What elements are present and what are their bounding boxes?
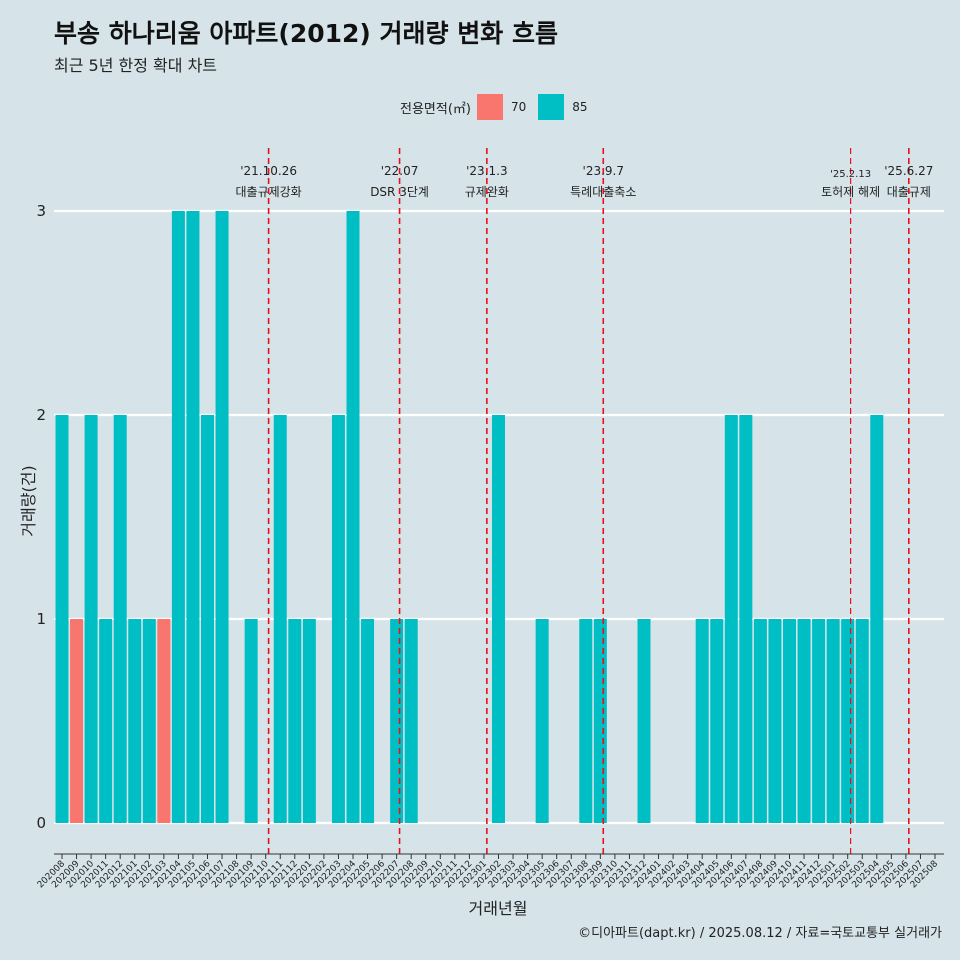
event-date-label: '23.1.3 (466, 164, 507, 178)
bar-85-202102 (142, 619, 156, 823)
event-date-label: '21.10.26 (240, 164, 297, 178)
legend-title: 전용면적(㎡) (400, 101, 471, 117)
event-date-label: '25.6.27 (884, 164, 933, 178)
bar-85-202406 (724, 415, 738, 823)
bar-85-202412 (812, 619, 826, 823)
event-label: 대출규제 (887, 185, 931, 199)
chart-subtitle: 최근 5년 한정 확대 차트 (54, 56, 218, 75)
bar-85-202201 (302, 619, 316, 823)
event-label: 토허제 해제 (821, 185, 880, 199)
bar-85-202205 (361, 619, 375, 823)
bar-85-202501 (826, 619, 840, 823)
bar-85-202408 (753, 619, 767, 823)
y-tick-label: 1 (36, 610, 46, 628)
bar-85-202203 (331, 415, 345, 823)
chart-title: 부송 하나리움 아파트(2012) 거래량 변화 흐름 (54, 19, 558, 48)
bar-85-202207 (390, 619, 404, 823)
bar-85-202504 (870, 415, 884, 823)
bar-85-202112 (288, 619, 302, 823)
event-label: 대출규제강화 (235, 185, 301, 199)
y-tick-label: 2 (36, 406, 46, 424)
event-label: DSR 3단계 (370, 185, 429, 199)
y-axis-title: 거래량(건) (19, 465, 38, 536)
bar-85-202308 (579, 619, 593, 823)
event-date-label: '23.9.7 (583, 164, 624, 178)
event-label: 규제완화 (465, 185, 509, 199)
x-axis-title: 거래년월 (469, 899, 528, 918)
bar-85-202409 (768, 619, 782, 823)
bar-85-202404 (695, 619, 709, 823)
bar-85-202012 (113, 415, 127, 823)
event-date-label: '22.07 (381, 164, 419, 178)
event-date-label: '25.2.13 (830, 169, 871, 180)
bar-85-202204 (346, 211, 360, 823)
bar-85-202410 (783, 619, 796, 823)
event-label: 특례대출축소 (570, 185, 636, 199)
bar-85-202104 (171, 211, 185, 823)
legend-label-85: 85 (572, 100, 588, 114)
legend-swatch-70 (476, 94, 503, 120)
bar-85-202502 (841, 619, 855, 823)
bar-85-202010 (84, 415, 98, 823)
bar-70-202009 (70, 619, 84, 823)
bar-85-202107 (215, 211, 229, 823)
y-tick-label: 3 (36, 202, 46, 220)
bar-85-202111 (273, 415, 287, 823)
bar-85-202312 (637, 619, 651, 823)
legend: 전용면적(㎡) 70 85 (400, 94, 600, 120)
bar-85-202305 (535, 619, 549, 823)
bar-85-202105 (186, 211, 200, 823)
bar-85-202309 (593, 619, 607, 823)
source-caption: ©디아파트(dapt.kr) / 2025.08.12 / 자료=국토교통부 실… (578, 926, 942, 941)
y-tick-label: 0 (36, 814, 46, 832)
bar-85-202302 (492, 415, 505, 823)
legend-swatch-85 (538, 94, 565, 120)
bar-85-202101 (128, 619, 142, 823)
legend-label-70: 70 (510, 100, 527, 114)
bar-85-202208 (404, 619, 418, 823)
bar-70-202103 (157, 619, 171, 823)
bar-85-202011 (99, 619, 113, 823)
bar-85-202405 (710, 619, 724, 823)
bar-85-202109 (244, 619, 258, 823)
bar-85-202106 (201, 415, 214, 823)
bar-85-202503 (855, 619, 869, 823)
bar-85-202008 (55, 415, 69, 823)
bar-85-202411 (797, 619, 811, 823)
bar-85-202407 (739, 415, 753, 823)
